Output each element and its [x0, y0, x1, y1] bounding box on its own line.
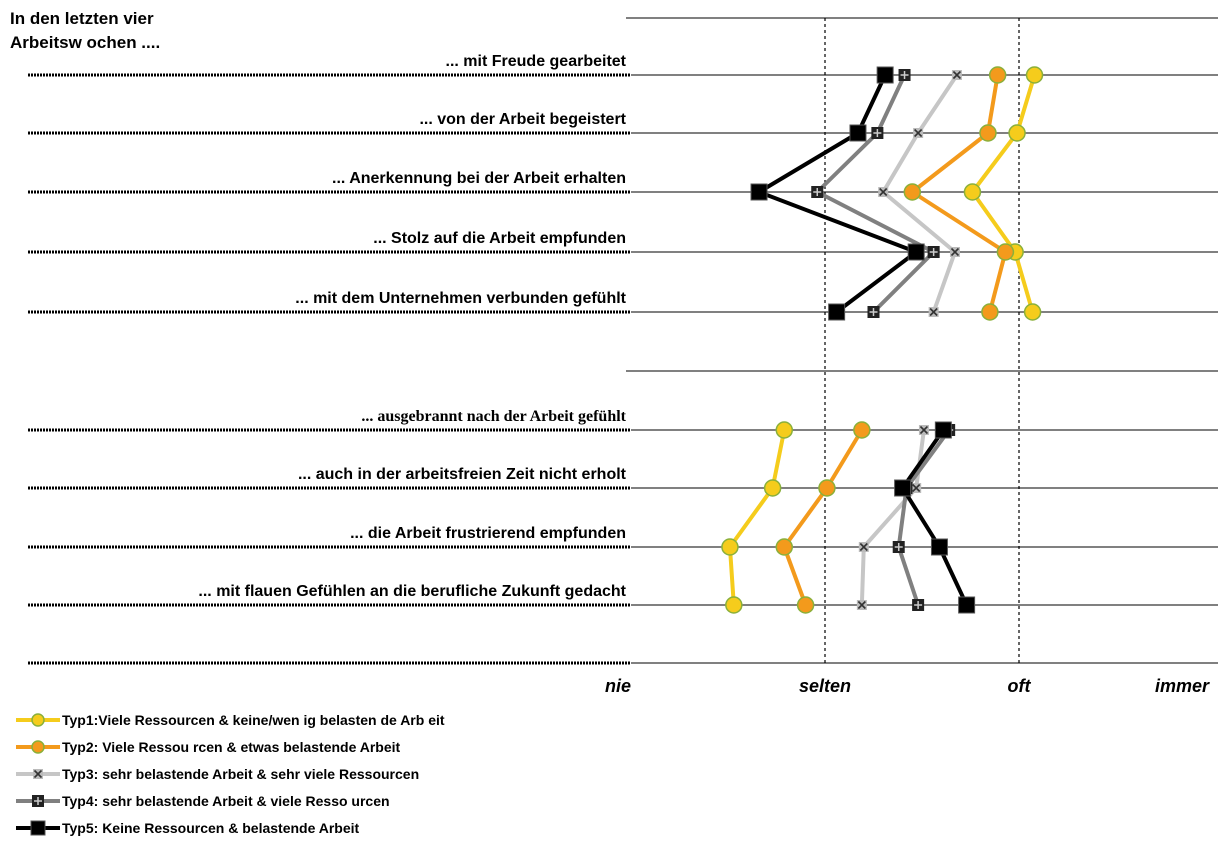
item-label: ... Anerkennung bei der Arbeit erhalten [332, 170, 626, 187]
data-point [928, 307, 939, 317]
item-label: ... mit dem Unternehmen verbunden gefühl… [295, 290, 626, 307]
item-label: ... mit Freude gearbeitet [446, 53, 627, 70]
legend-label: Typ2: Viele Ressou rcen & etwas belasten… [62, 739, 401, 755]
data-point [963, 183, 982, 201]
legend-entry: Typ4: sehr belastende Arbeit & viele Res… [16, 793, 390, 809]
data-point [927, 246, 940, 258]
data-point [1025, 66, 1044, 84]
data-point [871, 127, 884, 139]
data-point [763, 479, 782, 497]
data-point [903, 183, 922, 201]
x-tick-label: immer [1155, 676, 1210, 696]
data-point [33, 769, 43, 779]
series-1 [721, 66, 1044, 614]
item-label: ... von der Arbeit begeistert [419, 111, 626, 128]
data-point [979, 124, 997, 142]
data-point [918, 425, 929, 435]
data-point [853, 421, 871, 439]
series-5 [750, 66, 976, 614]
data-point [725, 596, 743, 614]
series-line [896, 428, 951, 606]
item-label: ... die Arbeit frustrierend empfunden [350, 525, 626, 542]
chart-title-line: Arbeitsw ochen .... [10, 33, 160, 52]
series-line [859, 429, 926, 606]
data-point [988, 66, 1007, 84]
chart-title-line: In den letzten vier [10, 9, 154, 28]
data-point [31, 740, 45, 754]
data-point [828, 303, 846, 321]
data-point [775, 421, 794, 439]
data-point [30, 820, 46, 836]
data-point [811, 186, 824, 198]
item-label: ... Stolz auf die Arbeit empfunden [373, 230, 626, 247]
series-line [727, 429, 787, 606]
item-label: ... mit flauen Gefühlen an die beruflich… [198, 583, 626, 600]
series-3 [856, 70, 962, 610]
legend-label: Typ5: Keine Ressourcen & belastende Arbe… [62, 820, 360, 836]
data-point [750, 183, 768, 201]
item-label: ... ausgebrannt nach der Arbeit gefühlt [361, 408, 626, 425]
data-point [1023, 303, 1042, 321]
series-line [757, 74, 919, 314]
data-point [796, 596, 815, 614]
legend-label: Typ1:Viele Ressourcen & keine/wen ig bel… [62, 712, 445, 728]
item-labels: ... mit Freude gearbeitet ... von der Arb… [198, 53, 626, 600]
legend-label: Typ4: sehr belastende Arbeit & viele Res… [62, 793, 390, 809]
data-point [913, 128, 924, 138]
data-point [958, 596, 976, 614]
series-line [900, 428, 969, 606]
data-point [775, 538, 794, 556]
x-tick-label: selten [799, 676, 851, 696]
data-point [949, 247, 960, 257]
data-point [892, 541, 905, 553]
data-point [849, 124, 867, 142]
data-point [934, 421, 952, 439]
data-point [1008, 124, 1026, 142]
legend-label: Typ3: sehr belastende Arbeit & sehr viel… [62, 766, 419, 782]
series-line [782, 428, 864, 606]
legend-entry: Typ5: Keine Ressourcen & belastende Arbe… [16, 820, 360, 836]
data-point [858, 542, 869, 552]
x-tick-label: oft [1008, 676, 1032, 696]
data-point [721, 538, 739, 556]
legend-entry: Typ2: Viele Ressou rcen & etwas belasten… [16, 739, 401, 755]
data-point [894, 479, 912, 497]
data-point [911, 483, 922, 493]
x-tick-label: nie [605, 676, 631, 696]
legend: Typ1:Viele Ressourcen & keine/wen ig bel… [16, 712, 445, 836]
x-axis: nie selten oft immer [605, 676, 1210, 696]
series-2 [775, 66, 1015, 614]
data-point [32, 795, 44, 807]
data-point [912, 599, 925, 611]
data-point [996, 243, 1015, 261]
data-point [951, 70, 962, 80]
chart-title: In den letzten vier Arbeitsw ochen .... [10, 9, 160, 52]
item-label: ... auch in der arbeitsfreien Zeit nicht… [298, 466, 627, 483]
data-point [930, 538, 948, 556]
data-point [867, 306, 880, 318]
data-point [907, 243, 925, 261]
data-point [818, 479, 836, 497]
series [721, 66, 1044, 614]
data-point [898, 69, 911, 81]
data-point [878, 187, 889, 197]
series-line [910, 74, 1008, 313]
data-point [31, 713, 45, 727]
data-point [876, 66, 894, 84]
data-point [856, 600, 867, 610]
legend-entry: Typ1:Viele Ressourcen & keine/wen ig bel… [16, 712, 445, 728]
series-line [970, 74, 1037, 313]
data-point [981, 303, 999, 321]
legend-entry: Typ3: sehr belastende Arbeit & sehr viel… [16, 766, 419, 782]
